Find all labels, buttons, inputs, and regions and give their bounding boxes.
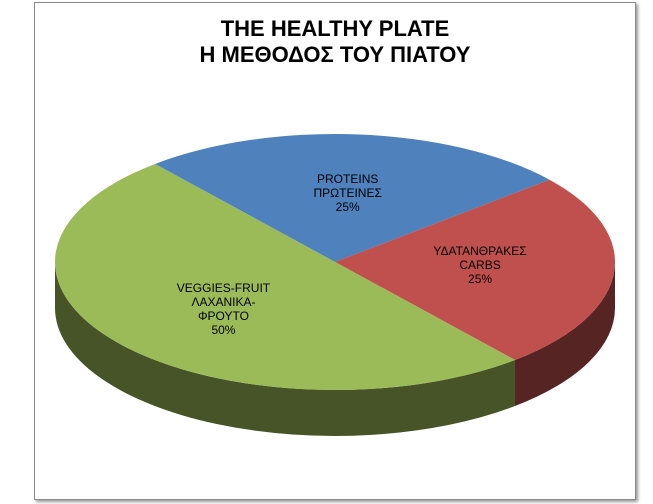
pie-slice-side xyxy=(514,262,615,407)
data-label: PROTEINS ΠΡΩΤΕΙΝΕΣ 25% xyxy=(300,172,396,214)
data-label: ΥΔΑΤΑΝΘΡΑΚΕΣ CARBS 25% xyxy=(432,244,528,286)
category-label: ΥΔΑΤΑΝΘΡΑΚΕΣ CARBS xyxy=(433,243,527,272)
pie-slice-side xyxy=(55,262,515,436)
pie-slice xyxy=(54,163,515,391)
value-label: 50% xyxy=(211,322,236,337)
data-label: VEGGIES-FRUIT ΛΑΧΑΝΙΚΑ-ΦΡΟΥΤΟ 50% xyxy=(175,281,271,337)
value-label: 25% xyxy=(468,271,493,286)
title-line: THE HEALTHY PLATE xyxy=(220,16,450,41)
category-label: PROTEINS ΠΡΩΤΕΙΝΕΣ xyxy=(313,171,382,200)
value-label: 25% xyxy=(335,199,360,214)
title-line: Η ΜΕΘΟΔΟΣ ΤΟΥ ΠΙΑΤΟΥ xyxy=(199,42,471,67)
chart-title: THE HEALTHY PLATE Η ΜΕΘΟΔΟΣ ΤΟΥ ΠΙΑΤΟΥ xyxy=(34,16,636,68)
pie-slice xyxy=(335,179,616,361)
pie-slice xyxy=(155,133,550,262)
category-label: VEGGIES-FRUIT ΛΑΧΑΝΙΚΑ-ΦΡΟΥΤΟ xyxy=(176,280,271,323)
